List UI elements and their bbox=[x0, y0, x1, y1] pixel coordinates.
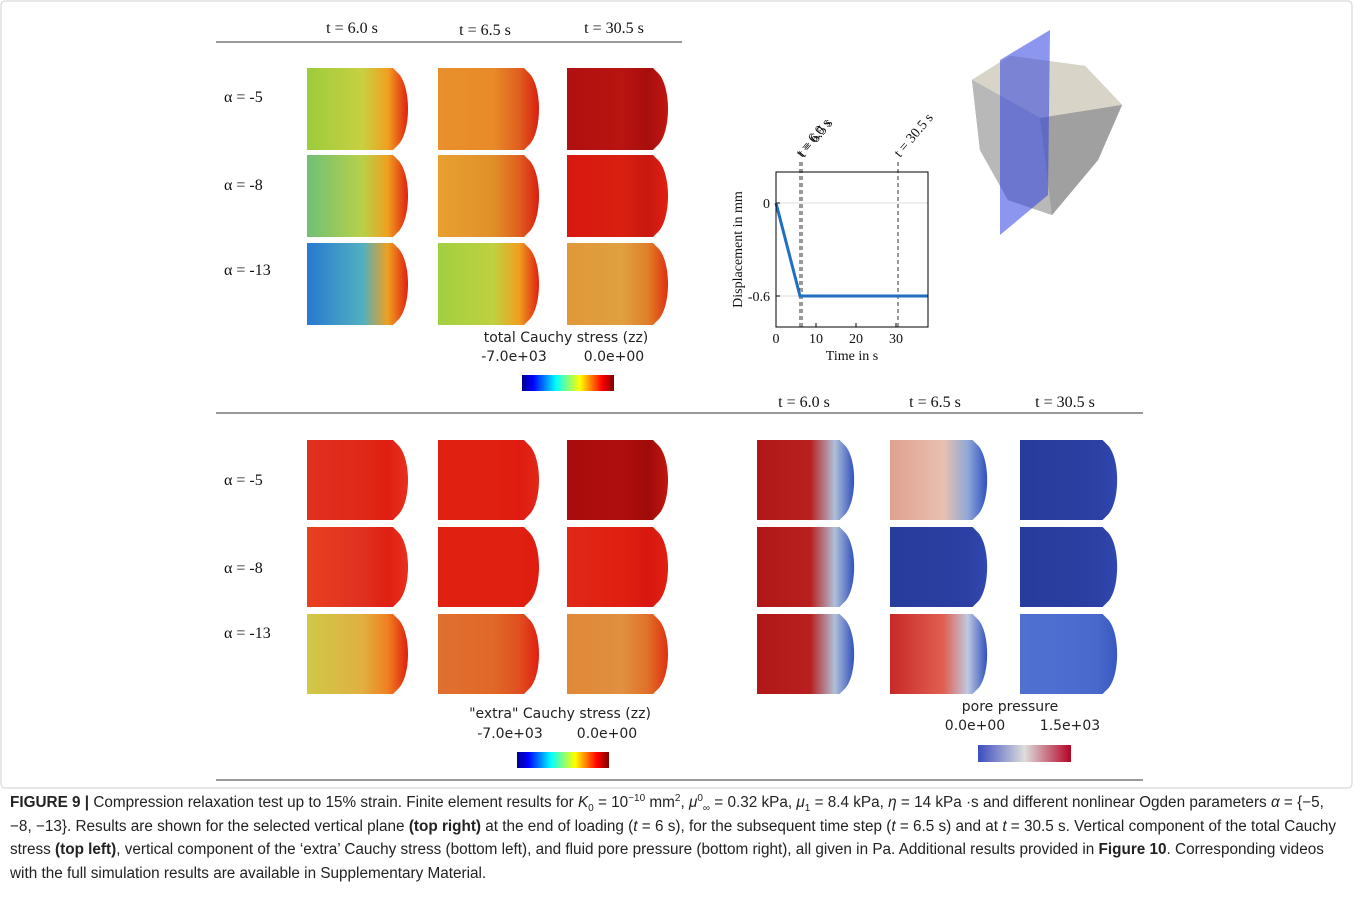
caption-text: = 10 bbox=[594, 794, 628, 811]
colorbar-label: 0.0e+00 bbox=[945, 718, 1005, 734]
caption-text: μ bbox=[796, 794, 804, 811]
column-header: t = 6.5 s bbox=[909, 394, 961, 411]
colorbar-title: pore pressure bbox=[962, 699, 1058, 715]
caption-text: = 8.4 kPa, bbox=[810, 794, 888, 811]
colorbar-title: "extra" Cauchy stress (zz) bbox=[469, 706, 651, 722]
y-tick-label: -0.6 bbox=[748, 290, 770, 305]
result-cell bbox=[307, 155, 408, 237]
column-header: t = 6.0 s bbox=[778, 394, 830, 411]
result-cell bbox=[438, 440, 539, 520]
caption-text: −10 bbox=[628, 793, 645, 804]
caption-text: (top right) bbox=[409, 818, 481, 835]
row-label: α = -5 bbox=[224, 472, 263, 489]
result-cell bbox=[307, 527, 408, 607]
row-label: α = -13 bbox=[224, 625, 271, 642]
result-cell bbox=[1020, 527, 1117, 607]
caption-text: = 6.5 s) and at bbox=[896, 818, 1003, 835]
result-cell bbox=[438, 614, 539, 694]
caption-text: K bbox=[578, 794, 588, 811]
caption-text: at the end of loading ( bbox=[481, 818, 633, 835]
x-tick-label: 0 bbox=[773, 332, 780, 347]
result-cell bbox=[757, 440, 854, 520]
colorbar-label: 1.5e+03 bbox=[1040, 718, 1100, 734]
result-cell bbox=[757, 614, 854, 694]
colorbar bbox=[522, 375, 614, 391]
result-cell bbox=[307, 614, 408, 694]
result-cell bbox=[757, 527, 854, 607]
data-line bbox=[776, 203, 928, 296]
result-cell bbox=[307, 68, 408, 150]
caption: FIGURE 9 | Compression relaxation test u… bbox=[10, 791, 1346, 885]
colorbar-label: 0.0e+00 bbox=[577, 726, 637, 742]
colorbar bbox=[978, 745, 1071, 762]
colorbar bbox=[517, 752, 609, 768]
caption-text: mm bbox=[645, 794, 675, 811]
caption-text: , vertical component of the ‘extra’ Cauc… bbox=[116, 841, 1098, 858]
annotation-label: t = 30.5 s bbox=[892, 111, 937, 161]
row-label: α = -5 bbox=[224, 89, 263, 106]
caption-text: , bbox=[680, 794, 689, 811]
column-header: t = 6.0 s bbox=[326, 20, 378, 37]
colorbar-title: total Cauchy stress (zz) bbox=[484, 330, 649, 346]
cube-illustration bbox=[972, 30, 1122, 235]
caption-text: α bbox=[1271, 794, 1280, 811]
column-header: t = 6.5 s bbox=[459, 22, 511, 39]
result-cell bbox=[438, 155, 539, 237]
plot-frame bbox=[776, 172, 928, 327]
colorbar-label: 0.0e+00 bbox=[584, 349, 644, 365]
caption-text: = 0.32 kPa, bbox=[710, 794, 796, 811]
column-header: t = 30.5 s bbox=[1035, 394, 1095, 411]
y-axis-label: Displacement in mm bbox=[731, 191, 746, 308]
figure: t = 6.0 s t = 6.5 s t = 30.5 s α = -5 α … bbox=[0, 0, 1354, 790]
colorbar-label: -7.0e+03 bbox=[477, 726, 542, 742]
x-axis-label: Time in s bbox=[826, 349, 878, 364]
caption-text: Figure 10 bbox=[1099, 841, 1167, 858]
result-cell bbox=[890, 527, 987, 607]
result-cell bbox=[890, 614, 987, 694]
caption-text: = 14 kPa ·s and different nonlinear Ogde… bbox=[897, 794, 1271, 811]
result-cell bbox=[567, 68, 668, 150]
result-cell bbox=[567, 527, 668, 607]
result-cell bbox=[438, 527, 539, 607]
caption-text: η bbox=[888, 794, 897, 811]
caption-text: (top left) bbox=[55, 841, 116, 858]
result-cell bbox=[1020, 614, 1117, 694]
figure-frame bbox=[1, 1, 1352, 788]
result-cell bbox=[1020, 440, 1117, 520]
column-header: t = 30.5 s bbox=[584, 20, 644, 37]
x-tick-label: 20 bbox=[849, 332, 863, 347]
row-label: α = -8 bbox=[224, 560, 263, 577]
result-cell bbox=[438, 68, 539, 150]
result-cell bbox=[567, 440, 668, 520]
colorbar-label: -7.0e+03 bbox=[481, 349, 546, 365]
x-tick-label: 30 bbox=[889, 332, 903, 347]
caption-text: ∞ bbox=[703, 803, 710, 814]
x-tick-label: 10 bbox=[809, 332, 823, 347]
result-cell bbox=[890, 440, 987, 520]
result-cell bbox=[567, 155, 668, 237]
page-body: t = 6.0 s t = 6.5 s t = 30.5 s α = -5 α … bbox=[0, 0, 1354, 920]
result-cell bbox=[307, 243, 408, 325]
caption-text: Compression relaxation test up to 15% st… bbox=[89, 794, 578, 811]
row-label: α = -13 bbox=[224, 262, 271, 279]
caption-text: FIGURE 9 | bbox=[10, 794, 89, 811]
caption-text: = 6 s), for the subsequent time step ( bbox=[638, 818, 892, 835]
y-tick-label: 0 bbox=[763, 197, 770, 212]
result-cell bbox=[567, 614, 668, 694]
result-cell bbox=[307, 440, 408, 520]
result-cell bbox=[567, 243, 668, 325]
result-cell bbox=[438, 243, 539, 325]
page: Figure 9 {"top_left": {"headers": ["t = … bbox=[0, 0, 1354, 920]
row-label: α = -8 bbox=[224, 177, 263, 194]
